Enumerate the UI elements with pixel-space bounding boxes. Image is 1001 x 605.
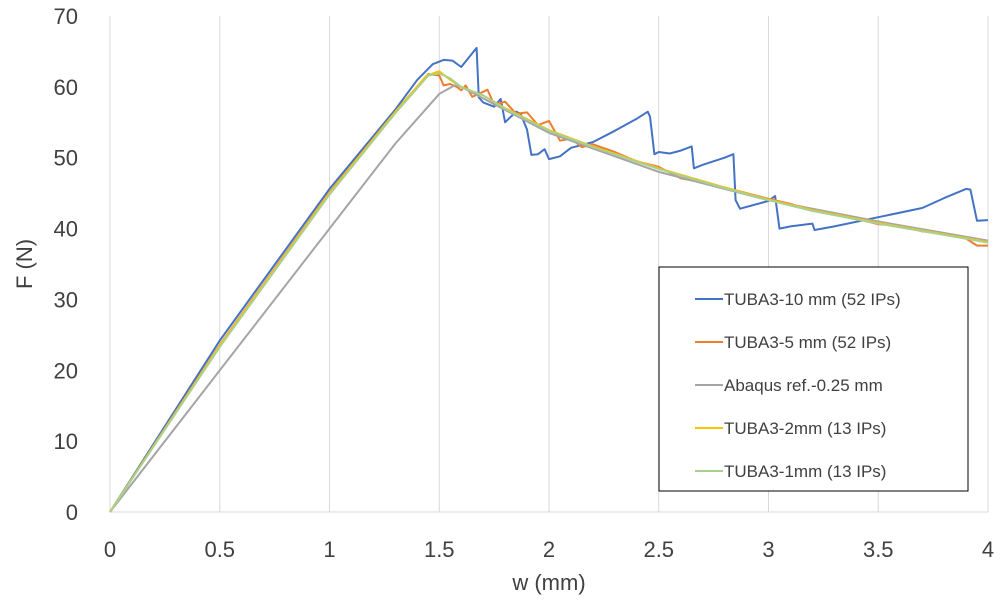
x-tick-label: 3 — [762, 537, 774, 562]
series-lines — [109, 46, 989, 513]
legend-label-2: Abaqus ref.-0.25 mm — [724, 376, 883, 395]
y-axis-title: F (N) — [12, 239, 37, 289]
series-line-0 — [109, 46, 989, 513]
legend-label-3: TUBA3-2mm (13 IPs) — [724, 419, 886, 438]
x-tick-label: 1.5 — [424, 537, 455, 562]
legend-label-4: TUBA3-1mm (13 IPs) — [724, 462, 886, 481]
y-tick-label: 40 — [54, 217, 78, 242]
y-tick-label: 20 — [54, 358, 78, 383]
y-tick-label: 50 — [54, 146, 78, 171]
y-tick-label: 70 — [54, 4, 78, 29]
legend-box — [658, 266, 969, 492]
legend-label-0: TUBA3-10 mm (52 IPs) — [724, 290, 901, 309]
gridlines — [109, 16, 989, 512]
x-tick-label: 0 — [104, 537, 116, 562]
y-tick-label: 30 — [54, 287, 78, 312]
x-tick-labels: 0 0.5 1 1.5 2 2.5 3 3.5 4 — [104, 537, 994, 562]
x-tick-label: 3.5 — [863, 537, 894, 562]
x-tick-label: 4 — [982, 537, 994, 562]
x-tick-label: 1 — [323, 537, 335, 562]
legend-label-1: TUBA3-5 mm (52 IPs) — [724, 333, 891, 352]
legend: TUBA3-10 mm (52 IPs) TUBA3-5 mm (52 IPs) A… — [658, 266, 969, 492]
series-line-4 — [109, 72, 989, 513]
y-tick-label: 60 — [54, 75, 78, 100]
x-tick-label: 2.5 — [643, 537, 674, 562]
x-axis-title: w (mm) — [511, 570, 585, 595]
x-tick-label: 0.5 — [204, 537, 235, 562]
y-tick-label: 0 — [66, 500, 78, 525]
x-tick-label: 2 — [543, 537, 555, 562]
y-tick-labels: 0 10 20 30 40 50 60 70 — [54, 4, 78, 525]
y-tick-label: 10 — [54, 429, 78, 454]
